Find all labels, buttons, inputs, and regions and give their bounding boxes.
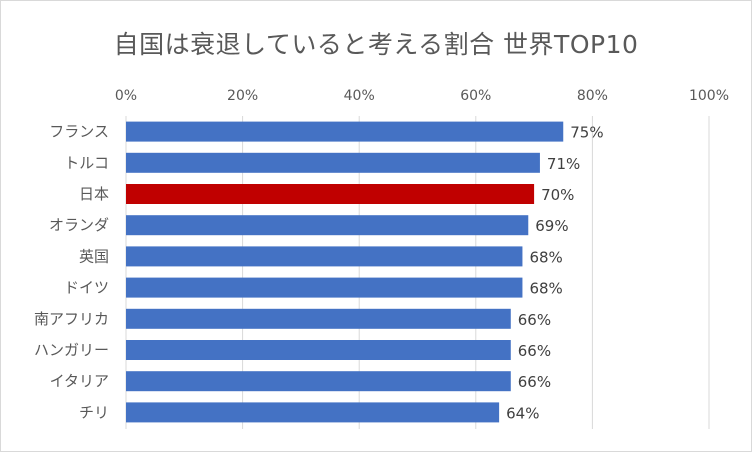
category-label: フランス (49, 123, 109, 141)
category-label: ハンガリー (34, 341, 109, 359)
category-label: 英国 (79, 247, 109, 265)
x-tick-label: 40% (344, 88, 375, 104)
category-label: 南アフリカ (34, 310, 109, 328)
data-label: 70% (541, 186, 574, 204)
data-label: 68% (529, 248, 562, 266)
data-label: 66% (518, 311, 551, 329)
x-tick-label: 0% (115, 88, 137, 104)
category-label: オランダ (49, 216, 109, 234)
bar (126, 215, 529, 236)
x-tick-label: 20% (227, 88, 258, 104)
data-label: 69% (535, 217, 568, 235)
bar (126, 371, 511, 392)
category-label: 日本 (79, 185, 109, 203)
x-tick-label: 100% (689, 88, 729, 104)
bar (126, 246, 523, 267)
chart-title: 自国は衰退していると考える割合 世界TOP10 (113, 30, 639, 59)
bar (126, 121, 564, 142)
data-label: 66% (518, 373, 551, 391)
data-label: 71% (547, 155, 580, 173)
bar (126, 152, 540, 173)
data-label: 66% (518, 342, 551, 360)
bar (126, 184, 535, 204)
data-label: 64% (506, 404, 539, 422)
category-label: トルコ (64, 154, 109, 172)
category-label: チリ (79, 403, 109, 421)
x-tick-label: 80% (577, 88, 608, 104)
x-tick-label: 60% (460, 88, 491, 104)
bar (126, 402, 500, 423)
category-label: ドイツ (64, 279, 109, 297)
data-label: 75% (570, 124, 603, 142)
bar (126, 308, 511, 329)
bar (126, 277, 523, 298)
data-label: 68% (529, 280, 562, 298)
bar (126, 340, 511, 360)
category-label: イタリア (50, 372, 109, 390)
